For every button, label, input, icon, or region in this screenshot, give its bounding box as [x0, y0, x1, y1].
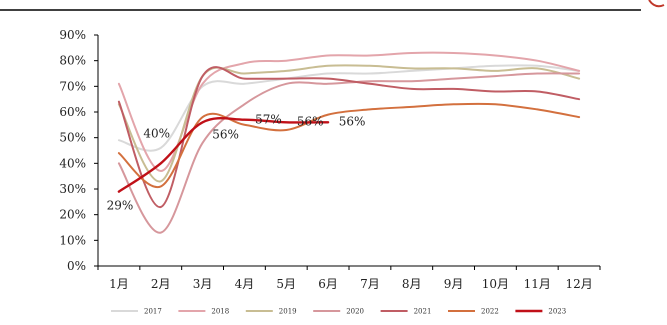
y-tick-label: 0% [67, 259, 86, 273]
legend-label: 2018 [211, 308, 229, 316]
series-line-2020 [117, 72, 581, 234]
data-label-2023: 56% [339, 114, 366, 128]
y-tick-label: 70% [59, 79, 86, 93]
x-tick-label: 10月 [482, 277, 509, 291]
x-tick-label: 8月 [402, 277, 422, 291]
legend-label: 2022 [481, 308, 499, 316]
legend-item-2022: 2022 [448, 308, 499, 316]
legend-item-2020: 2020 [313, 308, 364, 316]
legend: 2017 2018 2019 2020 2021 2022 2023 [111, 308, 566, 316]
x-tick-label: 4月 [235, 277, 255, 291]
y-tick-label: 10% [59, 233, 86, 247]
legend-label: 2021 [414, 308, 432, 316]
data-labels: 29% 40% 56% 57% 56% 56% [107, 113, 366, 213]
y-tick-label: 60% [59, 105, 86, 119]
y-tick-label: 40% [59, 156, 86, 170]
x-tick-label: 5月 [276, 277, 296, 291]
legend-label: 2023 [548, 308, 566, 316]
data-label-2023: 56% [212, 127, 239, 141]
x-tick-label: 12月 [565, 277, 592, 291]
y-tick-label: 20% [59, 208, 86, 222]
x-tick-label: 2月 [151, 277, 171, 291]
x-tick-label: 11月 [524, 277, 551, 291]
series-group [117, 51, 581, 234]
series-line-2023 [117, 117, 330, 193]
legend-item-2018: 2018 [178, 308, 229, 316]
series-line-2021 [117, 66, 581, 208]
legend-item-2021: 2021 [380, 308, 432, 316]
legend-item-2017: 2017 [111, 308, 162, 316]
x-tick-label: 7月 [360, 277, 380, 291]
y-tick-label: 30% [59, 182, 86, 196]
legend-label: 2019 [279, 308, 297, 316]
legend-item-2023: 2023 [515, 308, 566, 316]
y-tick-label: 50% [59, 131, 86, 145]
y-tick-label: 80% [59, 54, 86, 68]
x-tick-label: 6月 [318, 277, 338, 291]
axes: 0% 10% 20% 30% 40% 50% 60% 70% 80% 90% 1月 2月 3月 4月 5月 6… [59, 28, 601, 291]
data-label-2023: 40% [143, 126, 170, 140]
x-tick-label: 1月 [109, 277, 129, 291]
legend-label: 2020 [346, 308, 364, 316]
y-tick-label: 90% [59, 28, 86, 42]
legend-item-2019: 2019 [245, 308, 297, 316]
data-label-2023: 29% [107, 199, 134, 213]
series-line-2019 [117, 64, 581, 183]
corner-logo-fragment [648, 0, 665, 8]
data-label-2023: 56% [297, 114, 324, 128]
legend-label: 2017 [144, 308, 162, 316]
x-tick-label: 3月 [193, 277, 213, 291]
x-tick-label: 9月 [444, 277, 464, 291]
data-label-2023: 57% [255, 113, 282, 127]
